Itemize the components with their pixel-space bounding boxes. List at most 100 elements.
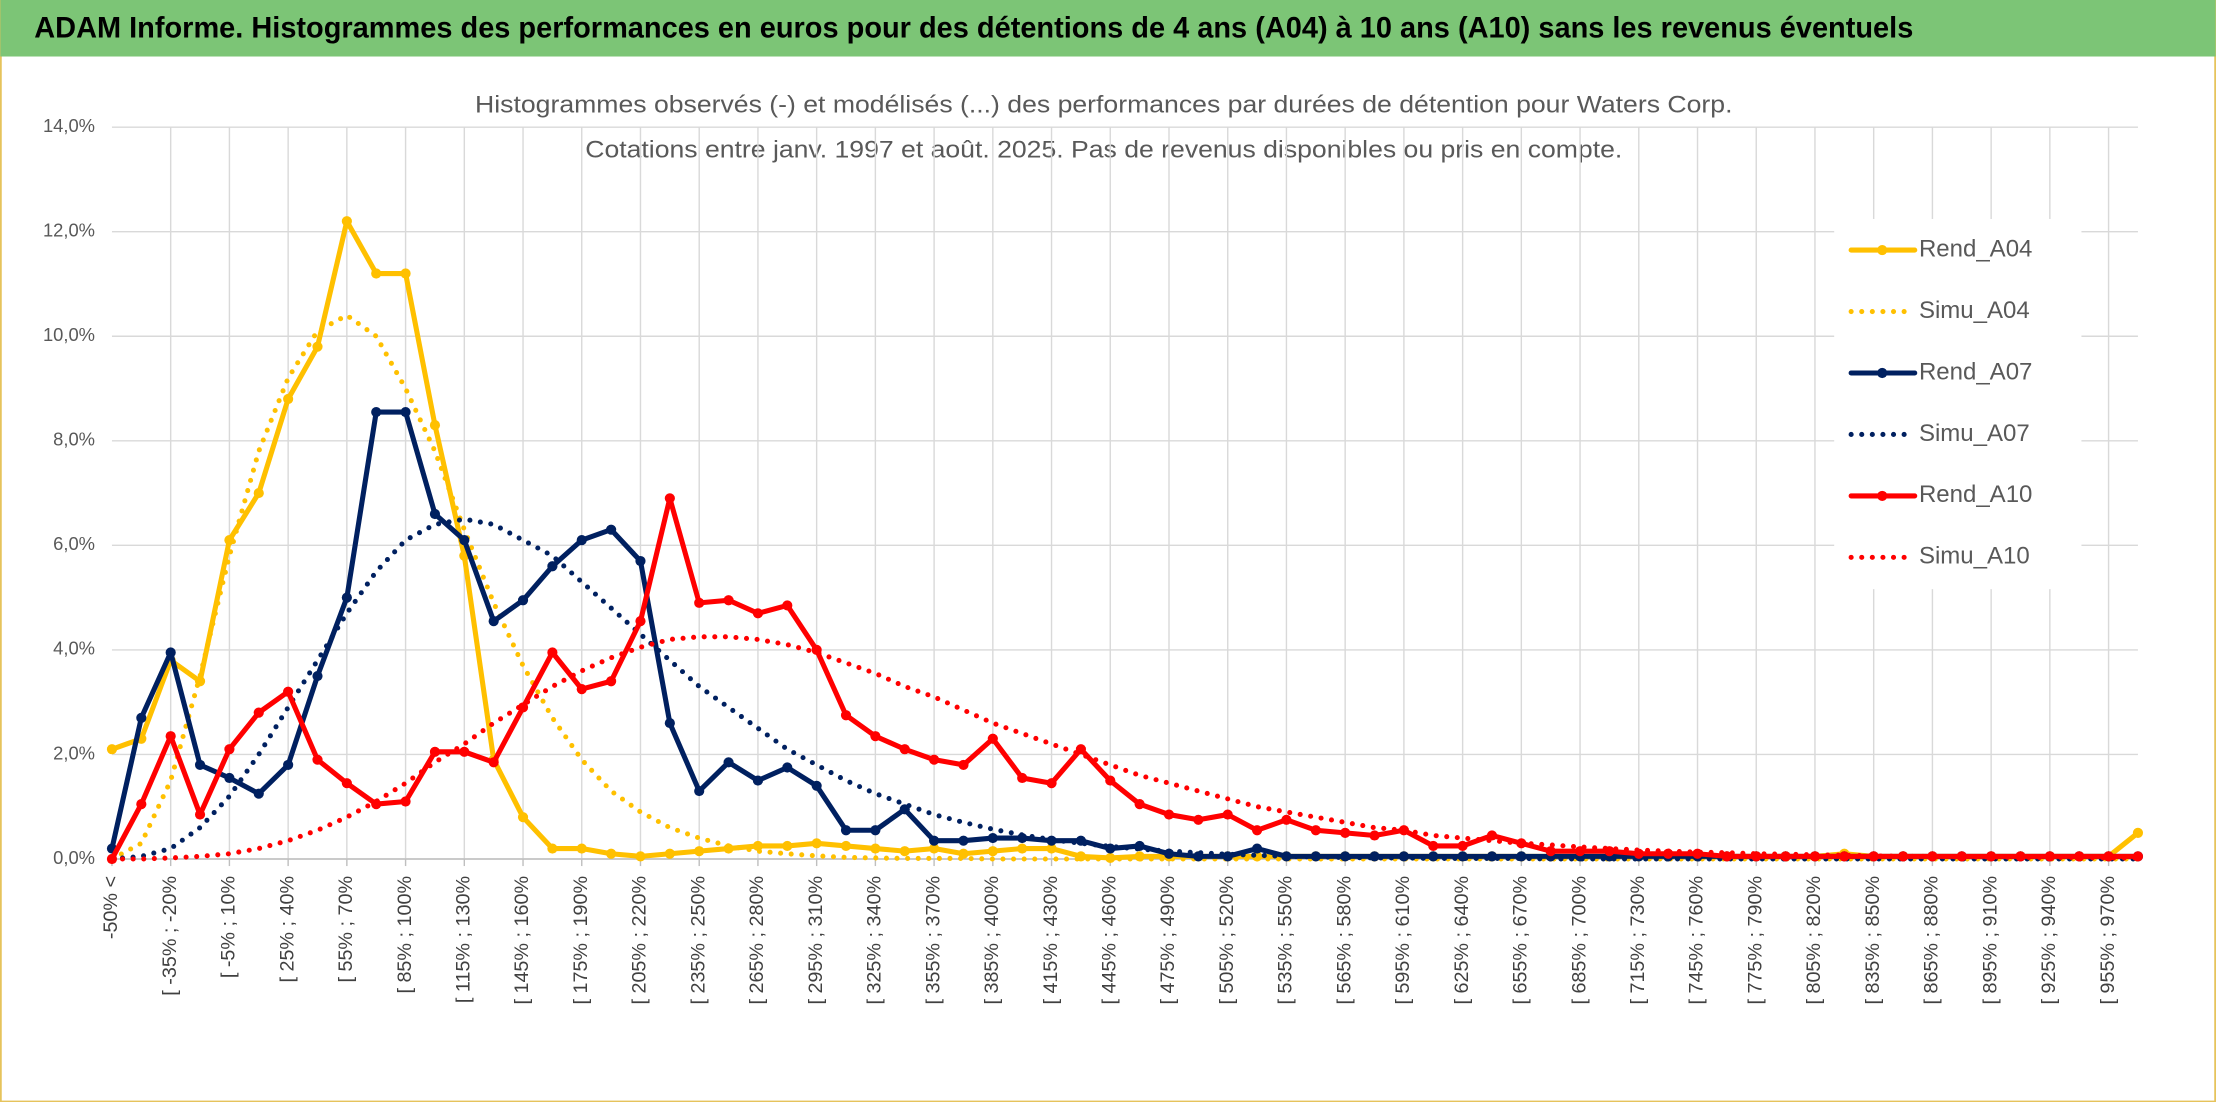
series-marker (606, 676, 617, 687)
series-marker (1075, 744, 1086, 755)
series-marker (899, 744, 910, 755)
series-marker (782, 840, 793, 852)
legend-box (1834, 218, 2082, 590)
y-tick-label: 14,0% (43, 115, 95, 136)
series-marker (1281, 814, 1292, 825)
x-tick-label: [ 415% ; 430% (1040, 876, 1062, 1005)
series-marker (253, 487, 264, 499)
series-marker (782, 762, 793, 773)
series-marker (517, 702, 529, 713)
x-tick-label: [ 535% ; 550% (1275, 876, 1297, 1005)
x-tick-label: [ 865% ; 880% (1921, 876, 1943, 1005)
series-marker (517, 812, 529, 823)
y-tick-label: 4,0% (53, 638, 95, 659)
series-marker (165, 731, 176, 742)
series-marker (517, 595, 529, 606)
series-marker (723, 757, 734, 768)
x-tick-label: [ 475% ; 490% (1157, 876, 1179, 1005)
series-line (109, 495, 2141, 862)
series-marker (929, 754, 940, 765)
series-marker (1545, 846, 1556, 857)
series-marker (958, 759, 969, 770)
series-marker (929, 843, 940, 854)
series-marker (400, 268, 411, 279)
series-marker (341, 778, 352, 789)
legend-marker (1877, 490, 1888, 501)
series-marker (194, 759, 206, 770)
header-title: ADAM Informe. Histogrammes des performan… (34, 11, 1913, 44)
legend-label: Rend_A07 (1919, 358, 2032, 385)
series-marker (576, 535, 587, 546)
x-tick-label: [ 505% ; 520% (1216, 876, 1238, 1005)
y-tick-label: 10,0% (43, 324, 95, 345)
series-marker (1369, 830, 1380, 841)
series-marker (312, 754, 323, 765)
series-marker (899, 846, 910, 857)
x-tick-label: [ 715% ; 730% (1627, 876, 1649, 1005)
series-marker (1721, 851, 1732, 862)
series-marker (1457, 840, 1468, 852)
legend-label: Simu_A04 (1919, 297, 2030, 324)
x-tick-label: [ 775% ; 790% (1744, 876, 1766, 1005)
series-marker (106, 744, 118, 755)
x-tick-label: [ 235% ; 250% (687, 876, 709, 1005)
series-marker (283, 393, 294, 405)
series-marker (429, 508, 441, 520)
series-marker (1017, 772, 1028, 784)
series-marker (194, 809, 206, 820)
header-band (0, 0, 2216, 57)
series-marker (635, 555, 646, 567)
y-tick-label: 8,0% (53, 429, 95, 450)
series-marker (1428, 840, 1439, 852)
x-tick-label: [ 595% ; 610% (1392, 876, 1414, 1005)
series-marker (2103, 851, 2114, 862)
series-marker (635, 616, 646, 627)
legend-marker (1877, 244, 1888, 256)
series-marker (752, 840, 764, 852)
series-marker (1251, 825, 1263, 836)
series-marker (664, 717, 675, 729)
series-marker (1193, 814, 1204, 825)
x-tick-label: [ 955% ; 970% (2097, 876, 2119, 1005)
legend-marker (1877, 367, 1888, 379)
series-marker (312, 341, 323, 352)
x-tick-label: [ 655% ; 670% (1510, 876, 1532, 1005)
series-marker (341, 592, 352, 603)
series-marker (371, 406, 382, 418)
series-marker (840, 710, 852, 721)
series-marker (400, 406, 411, 418)
series-marker (1046, 843, 1057, 854)
series-marker (459, 746, 470, 757)
series-marker (547, 561, 558, 572)
series-marker (635, 851, 646, 862)
y-tick-label: 0,0% (53, 847, 95, 868)
y-tick-label: 12,0% (43, 220, 95, 241)
x-tick-label: [ -35% ; -20% (159, 876, 181, 996)
x-tick-label: [ 55% ; 70% (335, 876, 357, 983)
series-line (109, 312, 2141, 862)
series-marker (400, 796, 411, 807)
series-marker (1163, 809, 1175, 820)
legend-label: Rend_A10 (1919, 481, 2032, 508)
series-marker (1017, 843, 1028, 854)
series (109, 312, 2141, 862)
series-marker (664, 493, 675, 504)
series-marker (547, 647, 558, 658)
series-marker (1486, 851, 1498, 862)
x-tick-label: [ 85% ; 100% (394, 876, 416, 994)
series-marker (987, 846, 998, 857)
series-marker (1251, 843, 1263, 854)
x-tick-label: [ 925% ; 940% (2038, 876, 2060, 1005)
series-marker (312, 670, 323, 682)
series-marker (811, 780, 822, 791)
series-marker (283, 686, 294, 697)
series-marker (165, 647, 176, 658)
x-tick-label: [ 325% ; 340% (864, 876, 886, 1005)
series-marker (488, 616, 499, 627)
x-tick-label: [ 565% ; 580% (1333, 876, 1355, 1005)
x-tick-label: [ 805% ; 820% (1803, 876, 1825, 1005)
chart-title: Histogrammes observés (-) et modélisés (… (475, 91, 1732, 118)
series-marker (224, 744, 235, 755)
x-tick-label: [ 625% ; 640% (1451, 876, 1473, 1005)
